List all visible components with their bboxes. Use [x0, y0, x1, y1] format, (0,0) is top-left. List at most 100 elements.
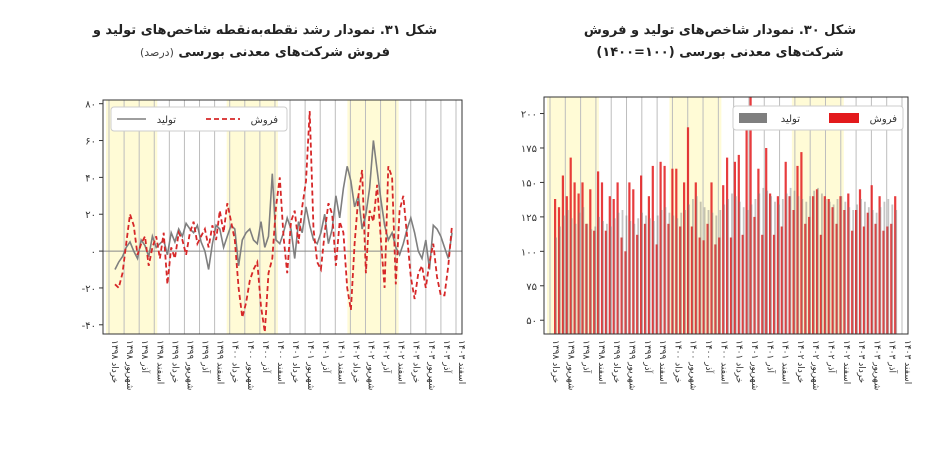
bar-x-tick-label: آذر ۱۴۰۱ [764, 340, 776, 374]
sales-bar [800, 152, 803, 334]
sales-bar [585, 223, 588, 334]
sales-bar [655, 244, 658, 334]
production-bar [652, 221, 655, 334]
line-x-tick-label: شهریور ۱۳۹۹ [184, 340, 194, 390]
line-x-tick-label: آذر ۱۴۰۳ [441, 340, 453, 374]
sales-bar [565, 196, 568, 334]
line-y-tick-label: ۰ [91, 247, 96, 258]
right-title-line1: شکل ۳۰. نمودار شاخص‌های تولید و فروش [583, 23, 857, 38]
production-bar [735, 196, 737, 334]
production-bar [656, 215, 659, 334]
sales-bar [593, 230, 596, 334]
production-bar [692, 199, 694, 334]
line-y-tick-label: ۲۰ [85, 210, 96, 221]
sales-bar [839, 196, 842, 334]
production-bar [590, 229, 593, 334]
bar-x-tick-label: شهریور ۱۳۹۹ [627, 340, 637, 390]
production-bar [805, 201, 808, 334]
production-bar [817, 187, 819, 334]
production-bar [860, 199, 862, 334]
sales-bar [671, 168, 674, 334]
production-bar [848, 207, 851, 334]
production-bar [867, 207, 870, 334]
line-x-tick-label: اسفند ۱۴۰۲ [396, 340, 406, 384]
sales-bar [589, 189, 592, 334]
production-bar [574, 223, 577, 334]
legend-sales-bar-swatch [829, 113, 859, 123]
sales-bar [710, 182, 713, 334]
line-y-tick-label: ۸۰ [85, 100, 96, 111]
sales-bar [683, 182, 686, 334]
line-x-tick-label: خرداد ۱۳۹۹ [169, 340, 179, 383]
sales-bar [686, 127, 690, 334]
legend-production-bar-swatch [739, 113, 767, 123]
sales-bar [878, 196, 881, 334]
production-bar [762, 187, 765, 334]
bar-x-tick-label: اسفند ۱۴۰۱ [780, 340, 790, 384]
production-bar [563, 215, 565, 334]
sales-bar [815, 189, 819, 334]
production-bar [754, 199, 757, 334]
bar-legend-production-label: تولید [781, 114, 800, 125]
right-chart-title: شکل ۳۰. نمودار شاخص‌های تولید و فروش شرک… [520, 20, 920, 64]
production-bar [766, 190, 769, 334]
sales-bar [733, 161, 736, 334]
line-y-tick-label: ۶۰ [85, 137, 96, 148]
production-bar [813, 190, 815, 334]
line-x-tick-label: آذر ۱۳۹۸ [139, 340, 151, 374]
sales-bar [679, 226, 682, 334]
production-bar [758, 193, 761, 334]
production-bar [672, 215, 675, 334]
sales-bar [636, 234, 639, 334]
line-x-tick-label: اسفند ۱۴۰۱ [335, 340, 345, 384]
sales-bar [557, 207, 561, 334]
sales-bar [804, 223, 807, 334]
bar-y-tick-label: ۱۰۰ [521, 247, 537, 258]
sales-bar [624, 251, 627, 334]
sales-bar [780, 226, 783, 334]
legend-sales-label: فروش [251, 115, 279, 126]
bar-x-tick-label: آذر ۱۴۰۲ [825, 340, 837, 374]
sales-bar [718, 237, 721, 334]
bar-x-tick-label: شهریور ۱۴۰۰ [688, 340, 698, 390]
right-title-line2: شرکت‌های معدنی بورسی (۱۰۰=۱۴۰۰) [596, 45, 844, 60]
production-bar [688, 204, 690, 334]
bar-x-tick-label: خرداد ۱۴۰۰ [672, 340, 682, 383]
legend-production-label: تولید [157, 115, 176, 126]
production-bar [797, 196, 800, 334]
bar-x-tick-label: آذر ۱۴۰۳ [887, 340, 899, 374]
sales-bar [765, 148, 768, 334]
production-bar [832, 204, 835, 334]
production-bar [742, 207, 745, 334]
production-bar [582, 207, 585, 334]
production-bar [613, 218, 616, 334]
line-y-tick-label: -۴۰ [82, 321, 96, 332]
sales-bar [729, 237, 733, 334]
production-bar [875, 212, 878, 334]
line-x-tick-label: خرداد ۱۴۰۰ [230, 340, 240, 383]
sales-bar [694, 182, 697, 334]
line-x-tick-label: اسفند ۱۳۹۸ [154, 340, 164, 384]
bar-x-tick-label: اسفند ۱۴۰۳ [902, 340, 912, 384]
sales-bar [726, 157, 729, 334]
left-title-line2-text: فروش شرکت‌های معدنی بورسی [178, 45, 391, 60]
line-legend-box [110, 106, 288, 132]
bar-x-tick-label: اسفند ۱۴۰۲ [841, 340, 851, 384]
production-bar [887, 199, 890, 334]
production-bar [844, 201, 847, 334]
bar-x-tick-label: اسفند ۱۴۰۰ [718, 340, 728, 384]
production-bar [609, 226, 612, 334]
production-bar [824, 199, 827, 334]
left-chart-title: شکل ۳۱. نمودار رشد نقطه‌به‌نقطه شاخص‌های… [60, 20, 470, 64]
production-bar [778, 204, 780, 334]
production-bar [770, 196, 772, 334]
sales-bar [616, 182, 619, 334]
production-bar [578, 212, 581, 334]
line-x-tick-label: شهریور ۱۴۰۲ [365, 340, 375, 390]
line-x-tick-label: آذر ۱۳۹۹ [200, 340, 212, 374]
bar-x-tick-label: شهریور ۱۴۰۲ [810, 340, 820, 390]
production-bar [774, 201, 776, 334]
sales-bar [823, 196, 826, 334]
left-title-unit: (درصد) [139, 46, 174, 59]
production-bar [637, 218, 640, 334]
